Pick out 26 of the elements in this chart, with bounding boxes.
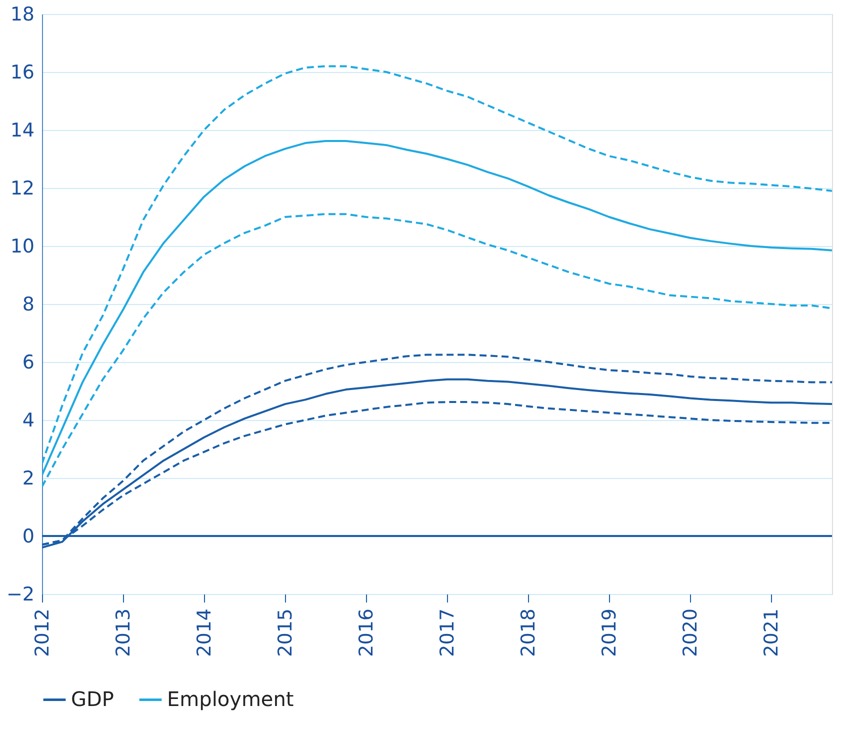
legend-label: GDP bbox=[71, 686, 114, 711]
legend-label: Employment bbox=[167, 686, 294, 711]
x-tick-label: 2014 bbox=[194, 608, 216, 657]
y-tick-label: 6 bbox=[22, 352, 34, 374]
x-tick-label: 2016 bbox=[356, 608, 378, 657]
y-tick-label: 18 bbox=[10, 4, 34, 26]
y-tick-label: 12 bbox=[10, 178, 34, 200]
x-tick-label: 2012 bbox=[32, 608, 54, 657]
y-tick-label: 16 bbox=[10, 62, 34, 84]
y-tick-label: 8 bbox=[22, 294, 34, 316]
line-series bbox=[42, 140, 832, 476]
x-tick-label: 2017 bbox=[436, 608, 459, 657]
x-tick-label: 2018 bbox=[518, 608, 540, 657]
y-tick-label: 4 bbox=[22, 410, 34, 432]
line-series bbox=[42, 213, 832, 488]
x-tick-label: 2019 bbox=[598, 608, 621, 657]
y-tick-label: 2 bbox=[22, 468, 34, 490]
x-tick-label: 2020 bbox=[680, 608, 702, 657]
y-tick-label: 0 bbox=[22, 526, 34, 548]
x-tick-label: 2021 bbox=[760, 608, 783, 657]
y-tick-label: 10 bbox=[10, 236, 34, 258]
y-tick-label: 14 bbox=[10, 120, 34, 142]
line-series bbox=[42, 65, 832, 464]
y-tick-label: −2 bbox=[6, 584, 34, 606]
x-tick-label: 2015 bbox=[274, 608, 297, 657]
x-tick-label: 2013 bbox=[112, 608, 135, 657]
